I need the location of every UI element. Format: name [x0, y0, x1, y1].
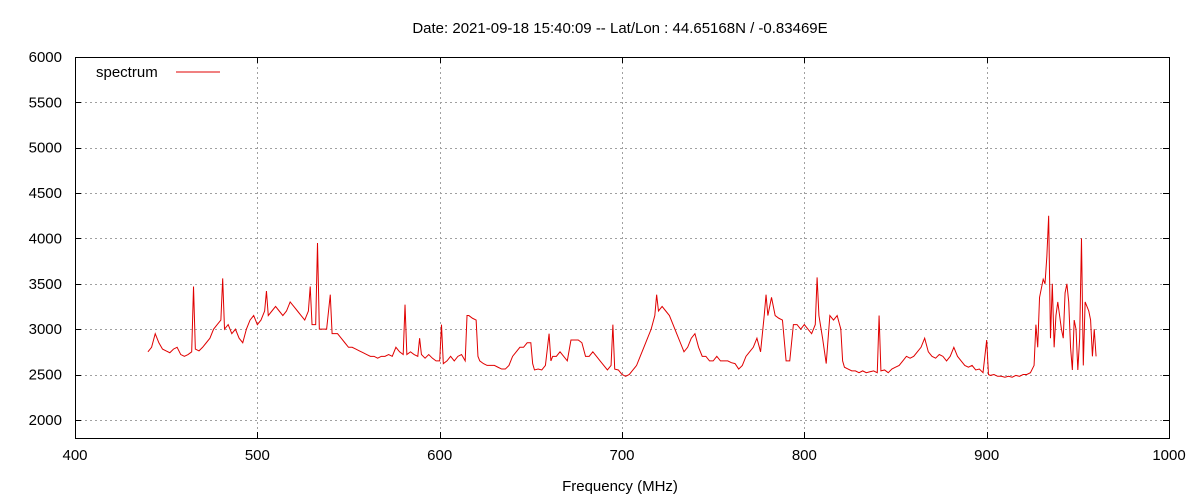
plot-frame — [75, 57, 1170, 439]
x-tick-label: 1000 — [1152, 447, 1185, 464]
x-tick-label: 700 — [609, 447, 634, 464]
x-axis-label: Frequency (MHz) — [562, 478, 678, 495]
y-tick-label: 3000 — [29, 321, 62, 338]
y-tick-label: 2000 — [29, 412, 62, 429]
y-tick-label: 5000 — [29, 140, 62, 157]
y-tick-label: 3500 — [29, 276, 62, 293]
x-tick-label: 600 — [427, 447, 452, 464]
x-tick-label: 800 — [792, 447, 817, 464]
y-tick-label: 2500 — [29, 367, 62, 384]
chart-title: Date: 2021-09-18 15:40:09 -- Lat/Lon : 4… — [412, 20, 827, 37]
x-tick-label: 900 — [974, 447, 999, 464]
series-line-spectrum — [147, 215, 1097, 378]
y-tick-label: 5500 — [29, 94, 62, 111]
legend-label: spectrum — [96, 64, 158, 81]
y-tick-label: 6000 — [29, 49, 62, 66]
x-tick-label: 400 — [62, 447, 87, 464]
series-layer — [147, 215, 1097, 378]
y-tick-label: 4000 — [29, 230, 62, 247]
x-tick-label: 500 — [245, 447, 270, 464]
legend: spectrum — [96, 64, 220, 81]
y-tick-label: 4500 — [29, 185, 62, 202]
grid — [75, 57, 1169, 438]
axis-ticks: 400 500 600 700 800 900 1000 2000 2500 3000 3500 40… — [29, 49, 1186, 464]
